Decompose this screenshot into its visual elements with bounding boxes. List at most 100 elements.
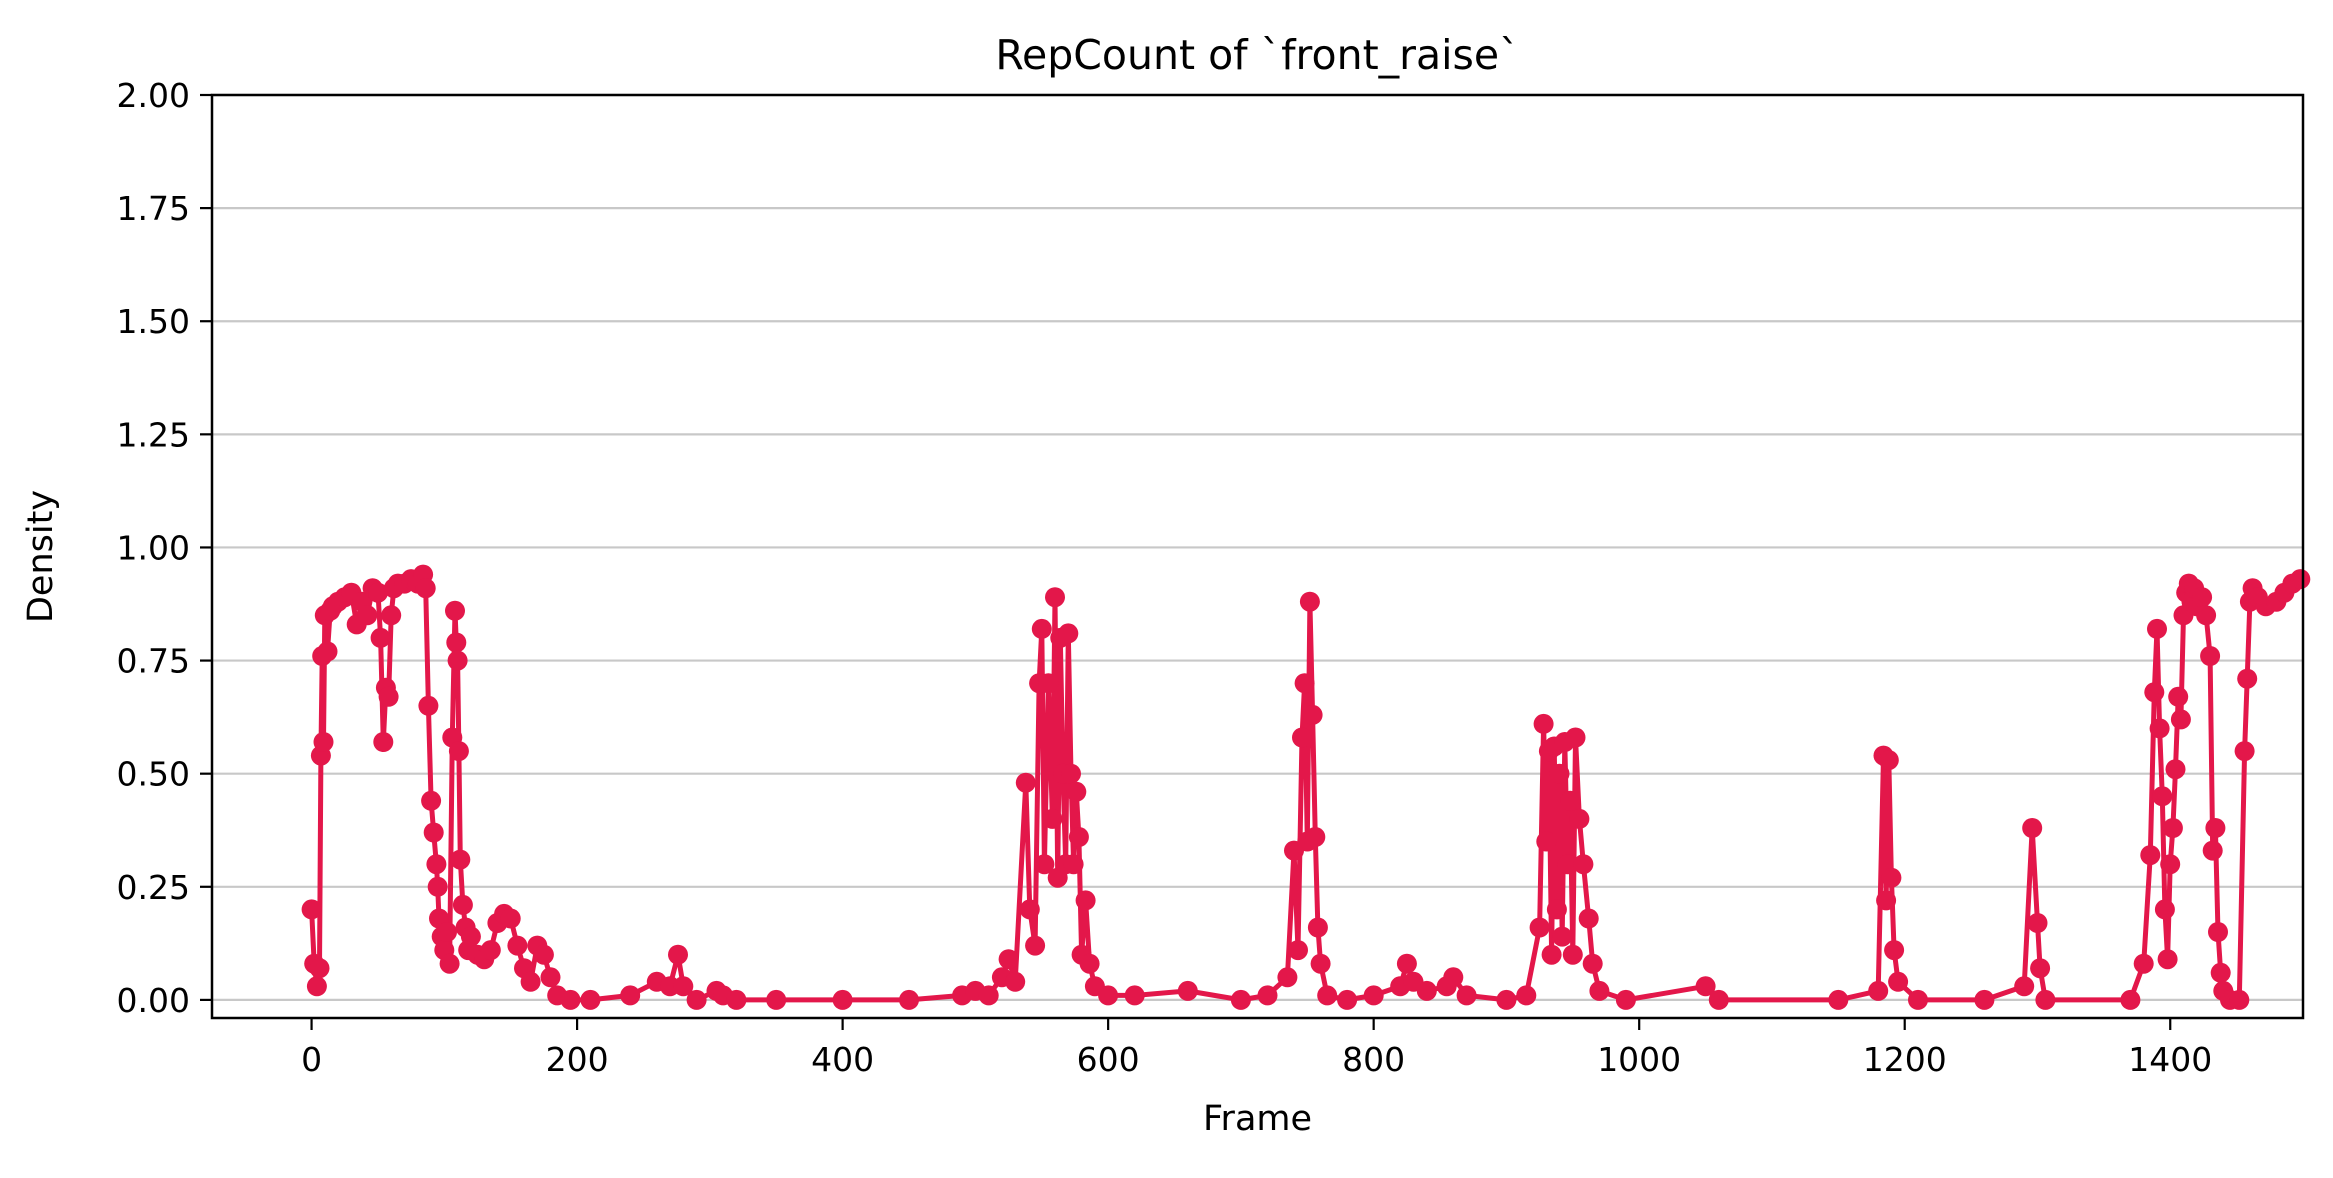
data-point bbox=[460, 926, 481, 947]
data-point bbox=[1034, 854, 1055, 875]
data-point bbox=[978, 985, 999, 1006]
data-point bbox=[1589, 980, 1610, 1001]
x-tick-label: 0 bbox=[301, 1040, 322, 1079]
x-axis-title: Frame bbox=[1203, 1099, 1312, 1139]
chart-title: RepCount of `front_raise` bbox=[995, 31, 1519, 79]
data-point bbox=[2030, 958, 2051, 979]
data-point bbox=[668, 944, 688, 965]
y-tick-label: 0.00 bbox=[117, 981, 190, 1020]
data-point bbox=[447, 650, 468, 671]
data-point bbox=[726, 989, 747, 1010]
data-point bbox=[1562, 944, 1583, 965]
data-point bbox=[1569, 808, 1590, 829]
data-point bbox=[1541, 944, 1562, 965]
y-tick-label: 0.75 bbox=[117, 642, 190, 681]
data-point bbox=[1516, 985, 1537, 1006]
data-point bbox=[368, 582, 388, 603]
data-point bbox=[313, 732, 334, 752]
data-point bbox=[1615, 989, 1636, 1010]
data-point bbox=[427, 876, 448, 897]
data-point bbox=[2196, 605, 2217, 626]
data-point bbox=[1546, 899, 1567, 920]
data-point bbox=[1063, 854, 1084, 875]
data-point bbox=[686, 989, 707, 1010]
data-point bbox=[2160, 854, 2181, 875]
data-point bbox=[1878, 750, 1899, 771]
x-tick-label: 1200 bbox=[1863, 1040, 1947, 1079]
data-point bbox=[533, 944, 554, 965]
data-point bbox=[2205, 818, 2226, 838]
data-point bbox=[1177, 980, 1198, 1001]
data-point bbox=[540, 967, 561, 988]
data-point bbox=[2162, 818, 2183, 838]
data-point bbox=[426, 854, 447, 875]
data-point bbox=[1257, 985, 1278, 1006]
data-point bbox=[2208, 922, 2228, 942]
data-point bbox=[2035, 989, 2056, 1010]
data-point bbox=[480, 940, 501, 961]
data-point bbox=[673, 976, 694, 997]
data-point bbox=[2290, 569, 2311, 590]
data-point bbox=[301, 899, 322, 920]
y-tick-label: 1.75 bbox=[117, 189, 190, 228]
data-point bbox=[620, 985, 641, 1006]
data-point bbox=[381, 605, 402, 626]
data-point bbox=[306, 976, 327, 997]
data-point bbox=[998, 949, 1019, 970]
data-point bbox=[2165, 759, 2186, 780]
data-point bbox=[423, 822, 444, 843]
data-point bbox=[1560, 790, 1581, 811]
data-point bbox=[2234, 741, 2255, 762]
data-point bbox=[1005, 971, 1026, 992]
data-point bbox=[1708, 989, 1729, 1010]
data-point bbox=[1058, 623, 1079, 644]
plot-frame bbox=[210, 93, 2305, 1020]
data-point bbox=[421, 790, 442, 811]
data-point bbox=[1557, 854, 1578, 875]
data-point bbox=[1565, 727, 1586, 748]
x-tick-label: 800 bbox=[1342, 1040, 1405, 1079]
x-tick-label: 200 bbox=[546, 1040, 609, 1079]
data-point bbox=[2027, 913, 2048, 933]
data-point bbox=[2200, 646, 2221, 666]
data-point bbox=[2152, 786, 2173, 807]
data-point bbox=[2140, 845, 2161, 866]
data-point bbox=[1416, 980, 1437, 1001]
data-point bbox=[2237, 668, 2258, 689]
data-point bbox=[1025, 935, 1046, 956]
data-point bbox=[1536, 831, 1557, 852]
data-point bbox=[1124, 985, 1145, 1006]
data-point bbox=[899, 989, 919, 1010]
data-point bbox=[1042, 808, 1063, 829]
data-point bbox=[2154, 899, 2175, 920]
data-point bbox=[1305, 827, 1326, 847]
data-point bbox=[560, 989, 581, 1010]
data-point bbox=[2192, 587, 2213, 608]
y-tick-label: 2.00 bbox=[117, 76, 190, 115]
data-point bbox=[1075, 890, 1096, 911]
data-point bbox=[445, 600, 465, 621]
data-point bbox=[2014, 976, 2035, 997]
data-point bbox=[1828, 989, 1849, 1010]
data-point bbox=[1317, 985, 1338, 1006]
data-point bbox=[2210, 962, 2231, 983]
data-point bbox=[1098, 985, 1119, 1006]
data-point bbox=[2229, 989, 2250, 1010]
data-point bbox=[520, 971, 541, 992]
data-point bbox=[1496, 989, 1517, 1010]
y-axis-title: Density bbox=[21, 490, 61, 623]
x-tick-label: 400 bbox=[811, 1040, 874, 1079]
data-point bbox=[1443, 967, 1464, 988]
data-point bbox=[1908, 989, 1928, 1010]
data-point bbox=[507, 935, 528, 956]
y-tick-label: 0.50 bbox=[117, 755, 190, 794]
data-point bbox=[373, 732, 394, 752]
data-point bbox=[378, 686, 399, 707]
x-tick-label: 1000 bbox=[1597, 1040, 1681, 1079]
data-point bbox=[1019, 899, 1040, 920]
data-point bbox=[766, 989, 787, 1010]
data-point bbox=[2157, 949, 2178, 970]
data-point bbox=[1573, 854, 1594, 875]
